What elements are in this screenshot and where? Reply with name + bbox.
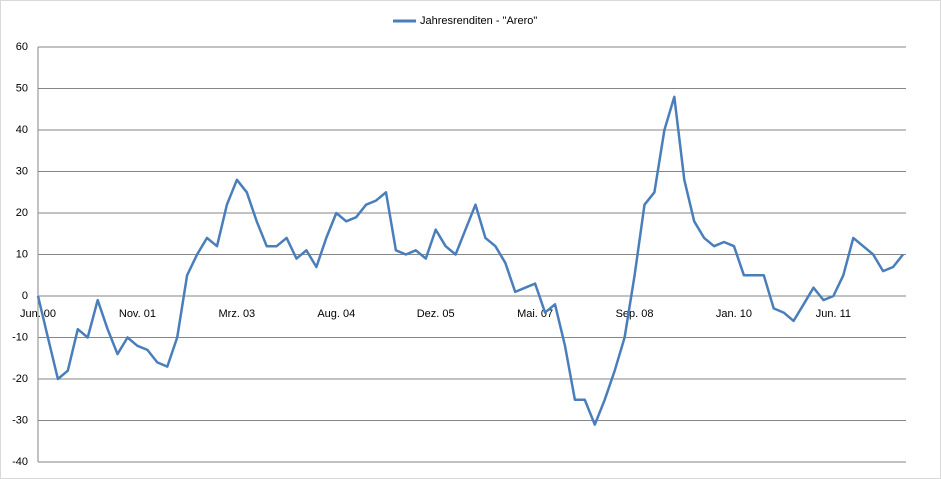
x-tick-label: Mrz. 03: [219, 308, 256, 320]
y-tick-label: 30: [16, 165, 28, 177]
y-tick-label: -10: [12, 331, 28, 343]
x-tick-label: Aug. 04: [317, 308, 355, 320]
x-tick-label: Dez. 05: [417, 308, 455, 320]
y-tick-label: 50: [16, 82, 28, 94]
y-tick-label: -20: [12, 373, 28, 385]
x-tick-label: Jun. 11: [816, 308, 851, 320]
x-tick-label: Nov. 01: [119, 308, 156, 320]
x-tick-label: Jun. 00: [20, 308, 56, 320]
y-tick-label: 10: [16, 248, 28, 260]
legend-label: Jahresrenditen - "Arero": [420, 15, 537, 27]
x-tick-label: Jan. 10: [716, 308, 752, 320]
y-tick-label: 0: [22, 290, 28, 302]
data-line: [36, 95, 904, 426]
y-tick-label: 40: [16, 124, 28, 136]
y-tick-label: -40: [12, 456, 28, 468]
y-tick-label: -30: [12, 414, 28, 426]
y-tick-label: 20: [16, 207, 28, 219]
x-tick-label: Sep. 08: [616, 308, 654, 320]
y-tick-label: 60: [16, 41, 28, 53]
